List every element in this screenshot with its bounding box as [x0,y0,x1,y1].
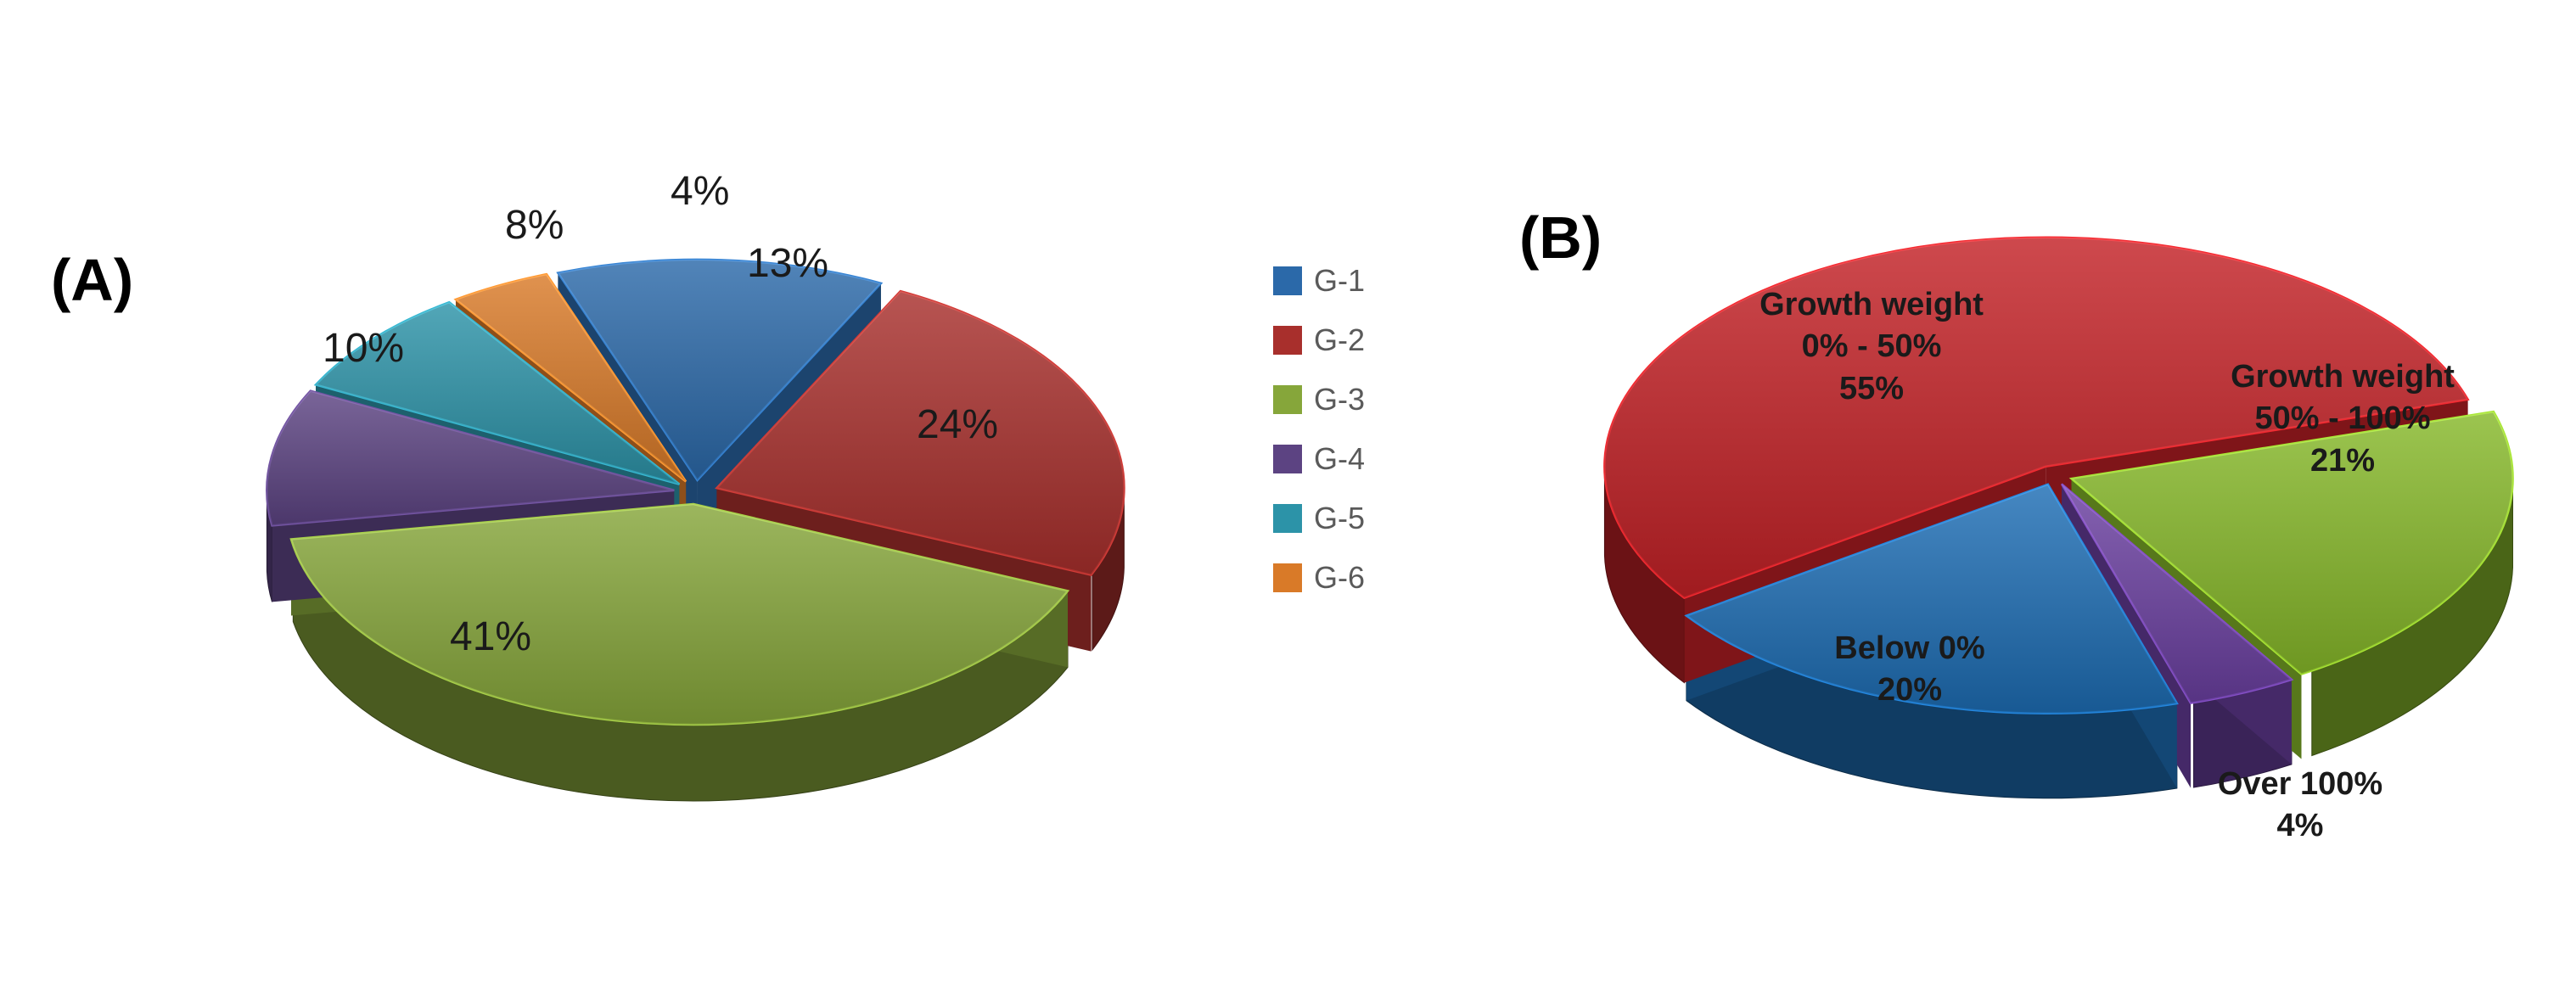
legend-item-G-6: G-6 [1273,560,1365,596]
legend-a: G-1 G-2 G-3 G-4 G-5 G-6 [1273,263,1365,596]
legend-swatch [1273,504,1302,533]
legend-swatch [1273,445,1302,473]
slice-label-growth-0-50: Growth weight0% - 50%55% [1759,284,1984,410]
legend-label: G-2 [1314,322,1365,358]
slice-label-G-2: 24% [917,399,998,451]
slice-label-over-100: Over 100%4% [2218,764,2382,848]
legend-label: G-6 [1314,560,1365,596]
legend-swatch [1273,266,1302,295]
slice-label-growth-50-100: Growth weight50% - 100%21% [2231,356,2455,482]
legend-swatch [1273,326,1302,355]
slice-label-G-6: 4% [671,165,729,218]
legend-label: G-1 [1314,263,1365,299]
legend-item-G-4: G-4 [1273,441,1365,477]
slice-label-G-3: 41% [450,611,531,664]
legend-swatch [1273,385,1302,414]
slice-label-G-1: 13% [747,238,828,290]
slice-label-G-4: 10% [323,322,404,375]
legend-swatch [1273,563,1302,592]
legend-item-G-3: G-3 [1273,382,1365,417]
slice-label-below-0: Below 0%20% [1834,628,1984,712]
legend-item-G-5: G-5 [1273,501,1365,536]
slice-label-G-5: 8% [505,199,564,252]
legend-item-G-2: G-2 [1273,322,1365,358]
legend-label: G-4 [1314,441,1365,477]
legend-label: G-5 [1314,501,1365,536]
legend-label: G-3 [1314,382,1365,417]
legend-item-G-1: G-1 [1273,263,1365,299]
